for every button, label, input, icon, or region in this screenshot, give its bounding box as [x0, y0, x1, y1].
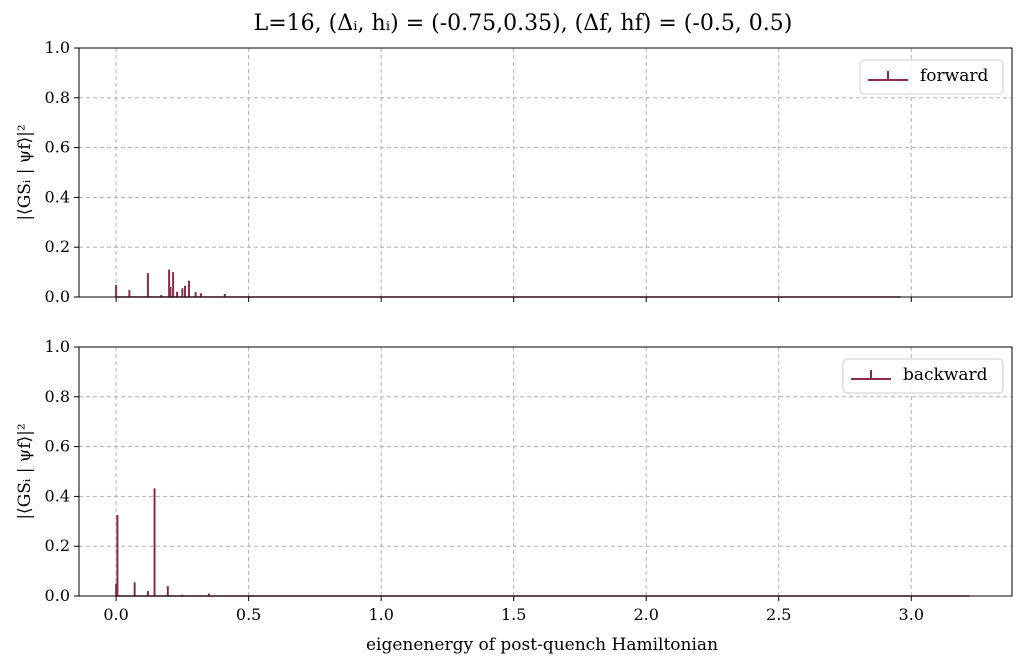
y-tick-label: 0.4 [45, 187, 70, 206]
x-tick-label: 0.5 [236, 605, 261, 624]
y-tick-label: 1.0 [45, 337, 70, 356]
x-tick-label: 3.0 [899, 605, 924, 624]
y-tick-label: 0.8 [45, 387, 70, 406]
x-tick-label: 1.0 [368, 605, 393, 624]
chart-title: L=16, (Δᵢ, hᵢ) = (-0.75,0.35), (Δf, hf) … [254, 11, 793, 36]
bottom-panel: 0.0 0.2 0.4 0.6 0.8 1.0 0.0 0.5 1.0 1.5 2.0 2.5 3.0 |… [15, 337, 1013, 624]
y-tick-label: 0.0 [45, 287, 70, 306]
x-tick-label: 2.5 [766, 605, 791, 624]
y-axis-label: |⟨GSᵢ | ψf⟩|² [15, 124, 35, 220]
y-tick-label: 0.4 [45, 486, 70, 505]
y-tick-label: 0.0 [45, 586, 70, 605]
y-tick-label: 0.2 [45, 237, 70, 256]
legend-label: backward [903, 365, 988, 385]
top-panel: 0.0 0.2 0.4 0.6 0.8 1.0 |⟨GSᵢ | ψf⟩|² forward [15, 38, 1013, 306]
legend-label: forward [920, 66, 988, 86]
legend-box [842, 358, 1004, 394]
legend-box [859, 59, 1004, 95]
y-tick-label: 1.0 [45, 38, 70, 57]
y-tick-label: 0.6 [45, 138, 70, 157]
y-axis-label: |⟨GSᵢ | ψf⟩|² [15, 423, 35, 519]
axes-frame [78, 346, 1013, 597]
x-tick-label: 2.0 [633, 605, 658, 624]
x-tick-label: 1.5 [501, 605, 526, 624]
x-axis-label: eigenenergy of post-quench Hamiltonian [366, 635, 718, 655]
y-tick-label: 0.6 [45, 437, 70, 456]
axes-frame [78, 47, 1013, 298]
y-tick-label: 0.8 [45, 88, 70, 107]
x-tick-label: 0.0 [103, 605, 128, 624]
y-tick-label: 0.2 [45, 536, 70, 555]
